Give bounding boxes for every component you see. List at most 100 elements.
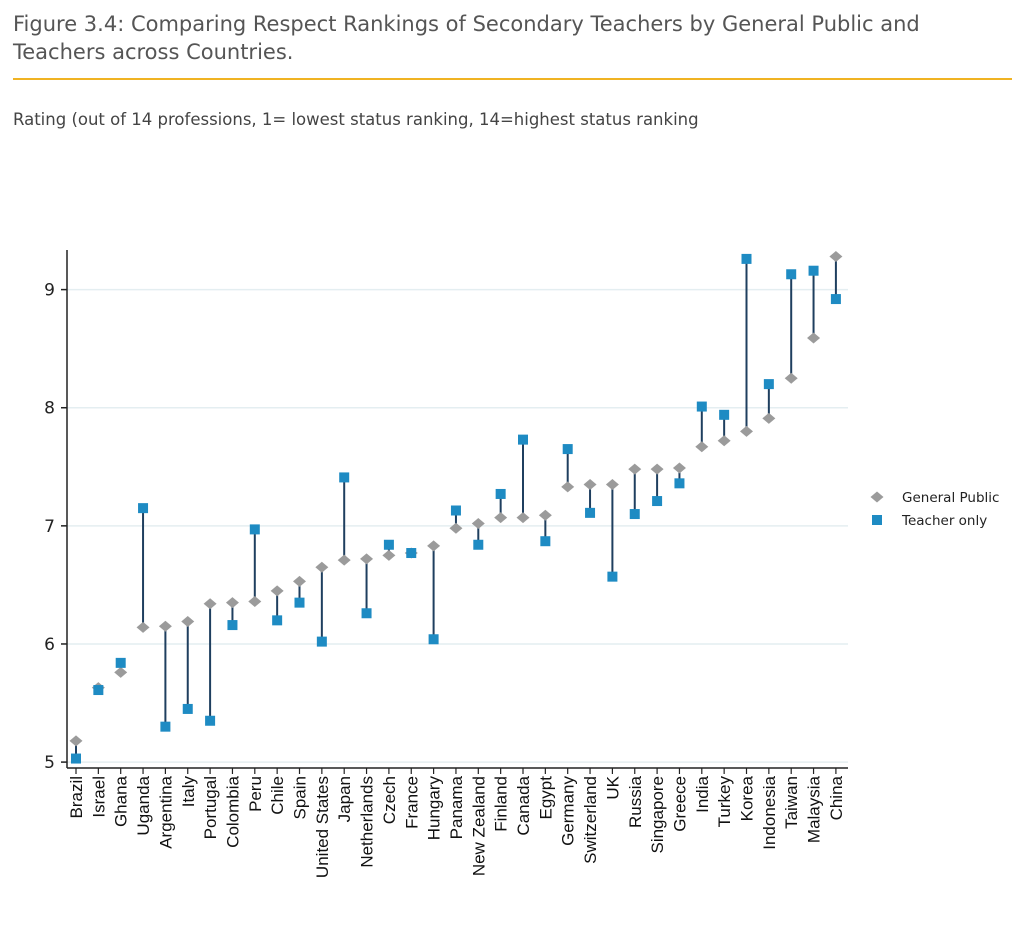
x-tick-label: Brazil — [67, 776, 86, 819]
x-tick-label: Panama — [447, 775, 466, 839]
teacher-only-marker — [272, 615, 283, 626]
teacher-only-marker — [652, 496, 663, 507]
general-public-marker — [114, 666, 128, 678]
teacher-only-marker — [830, 294, 841, 305]
x-tick-label: Chile — [268, 776, 287, 815]
teacher-only-marker — [249, 524, 260, 535]
teacher-only-marker — [808, 265, 819, 276]
x-tick-label: China — [827, 775, 846, 820]
legend: General Public Teacher only — [870, 490, 999, 529]
x-tick-label: Japan — [335, 776, 354, 822]
general-public-marker — [360, 553, 374, 565]
teacher-only-marker — [428, 634, 439, 645]
teacher-only-marker — [607, 571, 618, 582]
general-public-marker — [740, 425, 753, 437]
general-public-marker — [829, 251, 843, 263]
teacher-only-marker — [339, 472, 350, 483]
teacher-only-marker — [763, 379, 774, 390]
general-public-marker — [650, 463, 664, 475]
x-tick-label: Spain — [291, 776, 310, 819]
y-tick-label: 8 — [44, 399, 55, 419]
teacher-only-marker — [562, 444, 573, 455]
x-tick-label: Korea — [738, 775, 757, 821]
x-tick-label: Egypt — [536, 776, 555, 820]
teacher-only-marker — [741, 253, 752, 264]
x-tick-label: Ghana — [112, 775, 131, 827]
general-public-marker — [270, 585, 284, 597]
x-tick-label: Malaysia — [805, 775, 824, 843]
general-public-marker — [784, 372, 798, 384]
x-tick-label: Peru — [246, 776, 265, 812]
teacher-only-marker — [473, 539, 484, 550]
x-tick-label: India — [693, 775, 712, 812]
tick-labels: 5 6 7 8 9 Brazil Israel Ghana Uganda Argentina Ita… — [44, 281, 846, 878]
x-tick-label: France — [402, 776, 421, 829]
x-tick-label: Argentina — [156, 775, 175, 848]
general-public-marker — [136, 621, 150, 633]
teacher-only-marker — [361, 608, 372, 619]
legend-general-public-label: General Public — [902, 490, 999, 506]
y-tick-label: 9 — [44, 281, 55, 301]
legend-general-public-marker — [870, 491, 884, 503]
teacher-only-marker — [719, 409, 730, 420]
x-tick-label: Indonesia — [760, 775, 779, 849]
x-tick-label: Switzerland — [581, 776, 600, 864]
general-public-marker — [158, 620, 172, 632]
y-tick-label: 5 — [44, 753, 55, 773]
teacher-only-marker — [518, 434, 528, 445]
x-tick-label: Israel — [89, 776, 108, 818]
teacher-only-marker — [182, 703, 193, 714]
title-divider — [13, 78, 1012, 80]
x-tick-label: Netherlands — [358, 776, 377, 868]
general-public-marker — [717, 435, 731, 447]
general-public-marker — [516, 512, 530, 524]
teacher-only-marker — [406, 548, 417, 559]
teacher-only-marker — [138, 503, 149, 514]
x-tick-label: Hungary — [425, 776, 444, 841]
gridlines — [67, 288, 848, 763]
general-public-marker — [471, 517, 485, 529]
general-public-marker — [583, 479, 597, 491]
teacher-only-marker — [227, 620, 238, 631]
teacher-only-marker — [93, 685, 104, 696]
chart-subtitle: Rating (out of 14 professions, 1= lowest… — [13, 110, 699, 129]
general-public-marker — [494, 512, 508, 524]
x-tick-label: Turkey — [715, 776, 734, 828]
general-public-marker — [695, 441, 709, 453]
general-public-marker — [605, 479, 619, 491]
connectors — [75, 256, 837, 759]
general-public-marker — [69, 735, 83, 747]
axes — [61, 250, 848, 774]
x-tick-label: Canada — [514, 775, 533, 835]
teacher-only-marker — [786, 269, 797, 280]
x-tick-label: Greece — [670, 776, 689, 832]
teacher-only-marker — [450, 505, 461, 516]
x-tick-label: Germany — [559, 776, 578, 846]
legend-teacher-only-marker — [872, 515, 882, 525]
general-public-marker — [672, 462, 686, 474]
x-tick-label: Uganda — [134, 775, 153, 835]
x-tick-label: Colombia — [223, 775, 242, 847]
legend-teacher-only-label: Teacher only — [901, 513, 987, 529]
teacher-only-marker — [495, 488, 506, 499]
teacher-only-marker — [160, 721, 171, 732]
general-public-marker — [337, 554, 351, 566]
x-tick-label: Singapore — [648, 776, 667, 854]
teacher-only-marker — [696, 401, 707, 412]
x-tick-label: Portugal — [201, 776, 220, 839]
x-tick-label: New Zealand — [469, 776, 488, 876]
general-public-marker — [248, 595, 262, 607]
markers — [69, 251, 843, 764]
teacher-only-marker — [674, 478, 685, 489]
teacher-only-marker — [205, 715, 216, 726]
x-tick-label: Czech — [380, 776, 399, 824]
x-tick-label: Italy — [179, 776, 198, 808]
figure-title: Figure 3.4: Comparing Respect Rankings o… — [13, 12, 920, 64]
y-tick-label: 6 — [44, 635, 55, 655]
general-public-marker — [427, 540, 441, 552]
y-tick-label: 7 — [44, 517, 55, 537]
general-public-marker — [762, 412, 776, 424]
general-public-marker — [807, 332, 821, 344]
teacher-only-marker — [115, 657, 126, 668]
